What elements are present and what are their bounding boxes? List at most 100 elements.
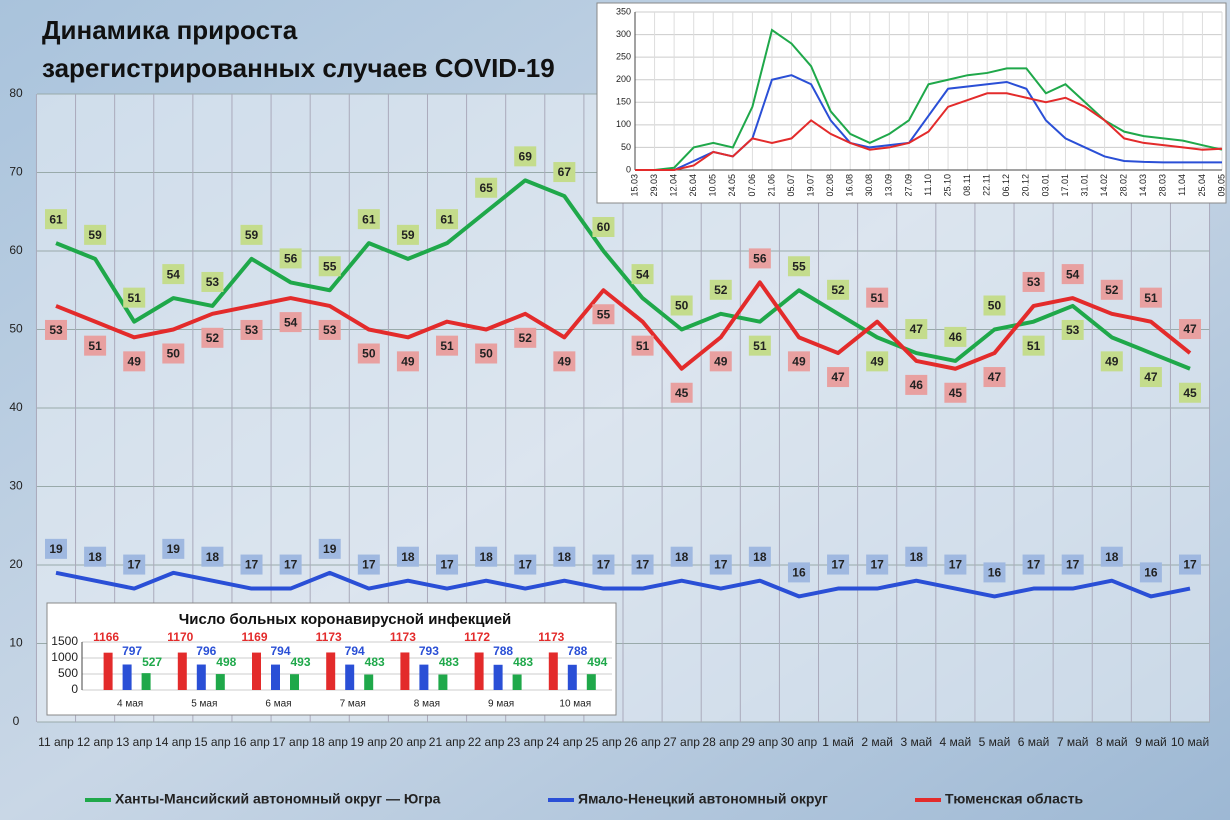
value-label-box	[866, 351, 889, 372]
y-tick-label: 60	[9, 243, 23, 257]
value-label-box	[357, 554, 380, 575]
value-label-box	[709, 279, 732, 300]
value-label: 17	[1183, 558, 1197, 572]
series-line	[55, 570, 1191, 599]
series-line	[55, 178, 1191, 371]
value-label-box	[631, 554, 654, 575]
y-tick-label: 0	[13, 714, 20, 728]
value-label-box	[1139, 562, 1162, 583]
x-tick-label-box: 29 апр	[742, 735, 779, 749]
value-label: 17	[440, 558, 454, 572]
x-tick-label: 5 мая	[191, 699, 217, 710]
y-tick-label: 50	[9, 322, 23, 336]
value-label-box	[592, 304, 615, 325]
x-tick-label: 8 май	[1095, 735, 1128, 749]
value-label: 1172	[464, 630, 490, 644]
value-label: 49	[870, 355, 884, 369]
x-tick-label: 28.03	[1158, 174, 1168, 197]
x-tick-label: 6 мая	[265, 699, 291, 710]
value-label-box	[201, 546, 224, 567]
x-tick-label: 10 мая	[559, 699, 591, 710]
value-label: 788	[567, 644, 587, 658]
value-label-box	[1179, 319, 1201, 340]
value-label-box	[983, 367, 1006, 388]
x-tick-label-box: 25 апр	[585, 735, 622, 749]
value-label: 53	[206, 275, 220, 289]
value-label: 54	[284, 315, 298, 329]
value-label: 53	[49, 323, 63, 337]
value-label-box	[1179, 382, 1201, 403]
y-tick-label: 80	[9, 86, 23, 100]
value-label: 52	[1105, 283, 1119, 297]
x-tick-label: 15 апр	[194, 735, 231, 749]
value-label-box	[553, 162, 576, 183]
y-tick-label: 200	[616, 74, 631, 84]
bar	[419, 664, 429, 690]
bar	[474, 652, 484, 690]
x-tick-label: 3 май	[900, 735, 933, 749]
value-label: 54	[1066, 267, 1080, 281]
value-label: 53	[245, 323, 259, 337]
value-label-box	[45, 319, 67, 340]
value-label-box	[396, 546, 419, 567]
series-line	[635, 92, 1223, 171]
value-label: 793	[419, 644, 439, 658]
value-label: 797	[122, 644, 142, 658]
value-label-box	[84, 546, 107, 567]
value-label: 47	[831, 370, 845, 384]
value-label-box	[201, 327, 224, 348]
value-label-box	[396, 351, 419, 372]
value-label-box	[357, 209, 380, 230]
bar	[290, 674, 299, 690]
value-label-box	[553, 546, 576, 567]
x-tick-label: 7 май	[1056, 735, 1089, 749]
value-label: 49	[401, 355, 415, 369]
x-tick-label: 25.04	[1197, 174, 1207, 197]
x-tick-label-box: 20 апр	[390, 735, 427, 749]
value-label: 16	[1144, 566, 1158, 580]
y-tick-label: 350	[616, 6, 631, 16]
value-label: 50	[675, 299, 689, 313]
value-label-box	[162, 264, 185, 285]
value-label: 19	[323, 542, 337, 556]
x-tick-label-box: 26 апр	[624, 735, 661, 749]
value-label-box	[357, 343, 380, 364]
value-label: 59	[88, 228, 102, 242]
x-tick-label-box: 22 апр	[468, 735, 505, 749]
value-label: 50	[988, 299, 1002, 313]
x-tick-label: 19 апр	[350, 735, 388, 749]
value-label: 17	[831, 558, 845, 572]
value-label: 17	[870, 558, 884, 572]
value-label: 60	[597, 220, 611, 234]
bar	[141, 673, 151, 690]
value-label-box	[866, 554, 889, 575]
value-label-box	[787, 562, 810, 583]
value-label: 53	[1066, 323, 1080, 337]
x-tick-label-box: 4 май	[940, 735, 972, 749]
value-label: 49	[1105, 355, 1119, 369]
y-tick-label: 1500	[51, 634, 78, 648]
bar	[512, 674, 522, 690]
x-tick-label-box: 14 апр	[155, 735, 192, 749]
value-label-box	[1022, 335, 1045, 356]
x-tick-label-box: 21 апр	[429, 735, 466, 749]
value-label: 51	[128, 291, 142, 305]
value-label-box	[279, 554, 302, 575]
value-label: 51	[636, 339, 650, 353]
value-label-box	[670, 382, 693, 403]
value-label-box	[944, 554, 967, 575]
value-label-box	[748, 546, 771, 567]
value-label: 50	[167, 347, 181, 361]
x-tick-label: 31.01	[1079, 174, 1089, 197]
value-label: 18	[88, 550, 102, 564]
value-label: 1173	[390, 630, 416, 644]
x-tick-label-box: 18 апр	[311, 735, 348, 749]
x-tick-label: 10 май	[1170, 735, 1210, 749]
value-label-box	[1179, 554, 1201, 575]
value-label: 56	[753, 252, 767, 266]
value-label: 18	[753, 550, 767, 564]
x-tick-label-box: 9 май	[1135, 735, 1167, 749]
x-tick-label-box: 11 апр	[38, 735, 74, 749]
y-tick-label: 300	[616, 29, 631, 39]
value-label-box	[475, 343, 498, 364]
